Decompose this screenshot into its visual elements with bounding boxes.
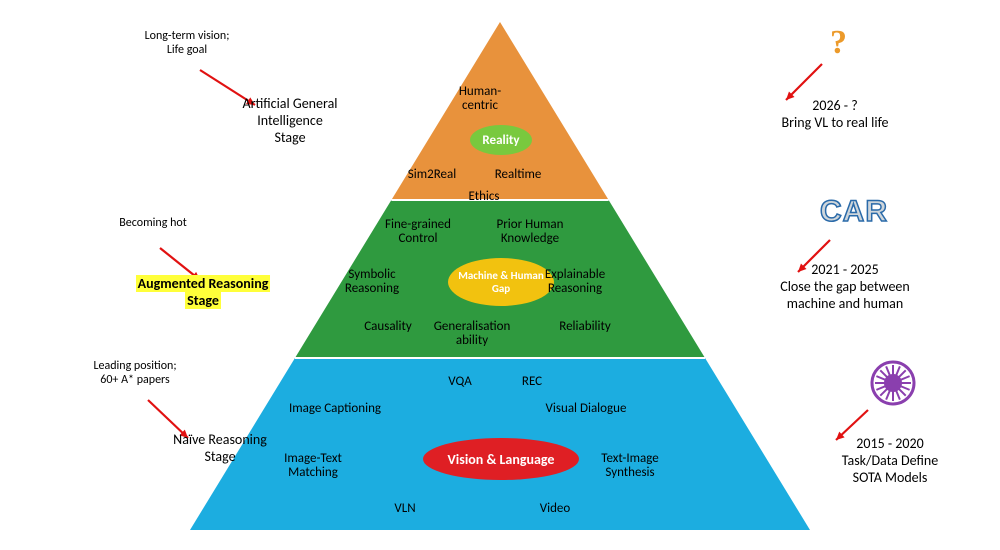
term-bottom-5: Text-Image Synthesis [601,452,658,481]
term-top-2: Realtime [495,168,542,182]
cloud-0: Long-term vision; Life goal [122,15,252,73]
term-top-3: Ethics [469,190,500,204]
term-top-0: Human- centric [459,85,501,114]
core-badge-bottom: Vision & Language [423,438,579,480]
cloud-2: Leading position; 60+ A* papers [70,345,200,403]
term-middle-6: Reliability [559,320,611,334]
term-middle-0: Fine-grained Control [385,218,451,247]
period-label-0: 2026 - ? Bring VL to real life [735,98,935,132]
term-bottom-3: Visual Dialogue [546,402,627,416]
period-label-2: 2015 - 2020 Task/Data Define SOTA Models [790,436,990,486]
diagram-stage: Reality Human- centric Sim2Real Realtime Eth… [0,0,1000,550]
term-middle-4: Causality [364,320,412,334]
term-bottom-6: VLN [394,502,415,516]
term-middle-2: Symbolic Reasoning [345,268,399,297]
stage-label-0: Artificial General Intelligence Stage [205,96,375,146]
car-icon: CAR [820,195,888,229]
cloud-1: Becoming hot [88,195,218,253]
term-bottom-0: VQA [448,375,471,389]
period-label-1: 2021 - 2025 Close the gap between machin… [745,262,945,312]
question-icon: ? [830,24,847,62]
stage-label-2: Naïve Reasoning Stage [135,432,305,466]
term-middle-1: Prior Human Knowledge [497,218,564,247]
term-top-1: Sim2Real [408,168,456,182]
core-badge-top: Reality [470,125,532,155]
term-middle-3: Explainable Reasoning [545,268,605,297]
stage-label-1: Augmented ReasoningStage [118,276,288,310]
term-middle-5: Generalisation ability [434,320,511,349]
term-bottom-1: REC [522,375,542,389]
term-bottom-2: Image Captioning [289,402,381,416]
term-bottom-7: Video [540,502,571,516]
core-badge-middle: Machine & HumanGap [448,258,554,306]
medal-icon [870,360,916,406]
